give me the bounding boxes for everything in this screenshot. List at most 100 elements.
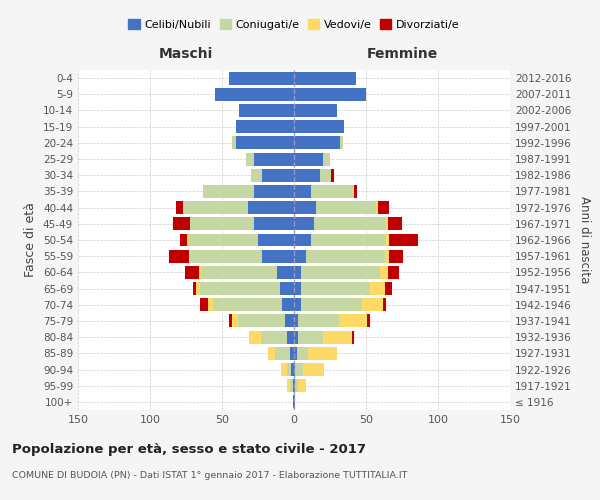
Bar [250, 330, 261, 344]
Bar [258, 234, 294, 246]
Bar [311, 185, 355, 198]
Bar [380, 266, 388, 279]
Bar [236, 136, 294, 149]
Bar [236, 120, 294, 133]
Bar [294, 250, 305, 262]
Bar [185, 266, 199, 279]
Bar [298, 330, 323, 344]
Bar [229, 314, 232, 328]
Bar [367, 314, 370, 328]
Text: Maschi: Maschi [159, 47, 213, 61]
Bar [386, 218, 388, 230]
Bar [323, 330, 352, 344]
Bar [388, 218, 402, 230]
Bar [294, 120, 344, 133]
Bar [275, 347, 290, 360]
Bar [294, 185, 311, 198]
Bar [232, 314, 238, 328]
Bar [169, 250, 189, 262]
Y-axis label: Anni di nascita: Anni di nascita [578, 196, 591, 284]
Bar [290, 379, 293, 392]
Bar [294, 396, 295, 408]
Bar [232, 136, 236, 149]
Bar [298, 379, 305, 392]
Bar [268, 347, 275, 360]
Bar [377, 201, 389, 214]
Bar [281, 363, 287, 376]
Bar [316, 201, 376, 214]
Bar [331, 169, 334, 181]
Bar [389, 234, 418, 246]
Bar [320, 169, 331, 181]
Bar [293, 396, 294, 408]
Bar [338, 314, 367, 328]
Bar [294, 201, 316, 214]
Bar [200, 298, 208, 311]
Bar [251, 169, 262, 181]
Bar [388, 266, 399, 279]
Bar [238, 314, 286, 328]
Bar [383, 298, 386, 311]
Bar [291, 363, 294, 376]
Bar [254, 185, 294, 198]
Bar [370, 282, 385, 295]
Bar [297, 347, 308, 360]
Legend: Celibi/Nubili, Coniugati/e, Vedovi/e, Divorziati/e: Celibi/Nubili, Coniugati/e, Vedovi/e, Di… [124, 14, 464, 34]
Bar [323, 152, 330, 166]
Bar [214, 298, 283, 311]
Bar [294, 169, 320, 181]
Bar [294, 282, 301, 295]
Bar [295, 363, 302, 376]
Bar [294, 330, 298, 344]
Bar [385, 250, 389, 262]
Bar [173, 218, 190, 230]
Bar [294, 72, 356, 85]
Bar [352, 330, 355, 344]
Bar [180, 234, 187, 246]
Bar [176, 201, 183, 214]
Bar [183, 201, 248, 214]
Bar [294, 363, 295, 376]
Bar [294, 314, 298, 328]
Bar [294, 104, 337, 117]
Bar [248, 201, 294, 214]
Bar [261, 330, 287, 344]
Bar [262, 250, 294, 262]
Bar [308, 347, 337, 360]
Bar [202, 266, 277, 279]
Bar [290, 347, 294, 360]
Bar [294, 379, 295, 392]
Bar [389, 250, 403, 262]
Bar [301, 266, 380, 279]
Bar [203, 185, 254, 198]
Bar [294, 234, 311, 246]
Bar [298, 314, 338, 328]
Bar [362, 298, 383, 311]
Bar [386, 234, 389, 246]
Bar [294, 152, 323, 166]
Bar [199, 266, 202, 279]
Bar [301, 298, 362, 311]
Bar [294, 136, 340, 149]
Bar [283, 298, 294, 311]
Bar [190, 218, 254, 230]
Bar [280, 282, 294, 295]
Bar [215, 88, 294, 101]
Bar [229, 72, 294, 85]
Bar [294, 88, 366, 101]
Bar [286, 314, 294, 328]
Bar [287, 379, 290, 392]
Bar [254, 152, 294, 166]
Bar [262, 169, 294, 181]
Text: Femmine: Femmine [367, 47, 437, 61]
Bar [189, 234, 258, 246]
Text: Popolazione per età, sesso e stato civile - 2017: Popolazione per età, sesso e stato civil… [12, 442, 366, 456]
Bar [190, 250, 262, 262]
Bar [239, 104, 294, 117]
Bar [196, 282, 200, 295]
Y-axis label: Fasce di età: Fasce di età [25, 202, 37, 278]
Bar [376, 201, 377, 214]
Bar [294, 266, 301, 279]
Bar [193, 282, 196, 295]
Bar [293, 379, 294, 392]
